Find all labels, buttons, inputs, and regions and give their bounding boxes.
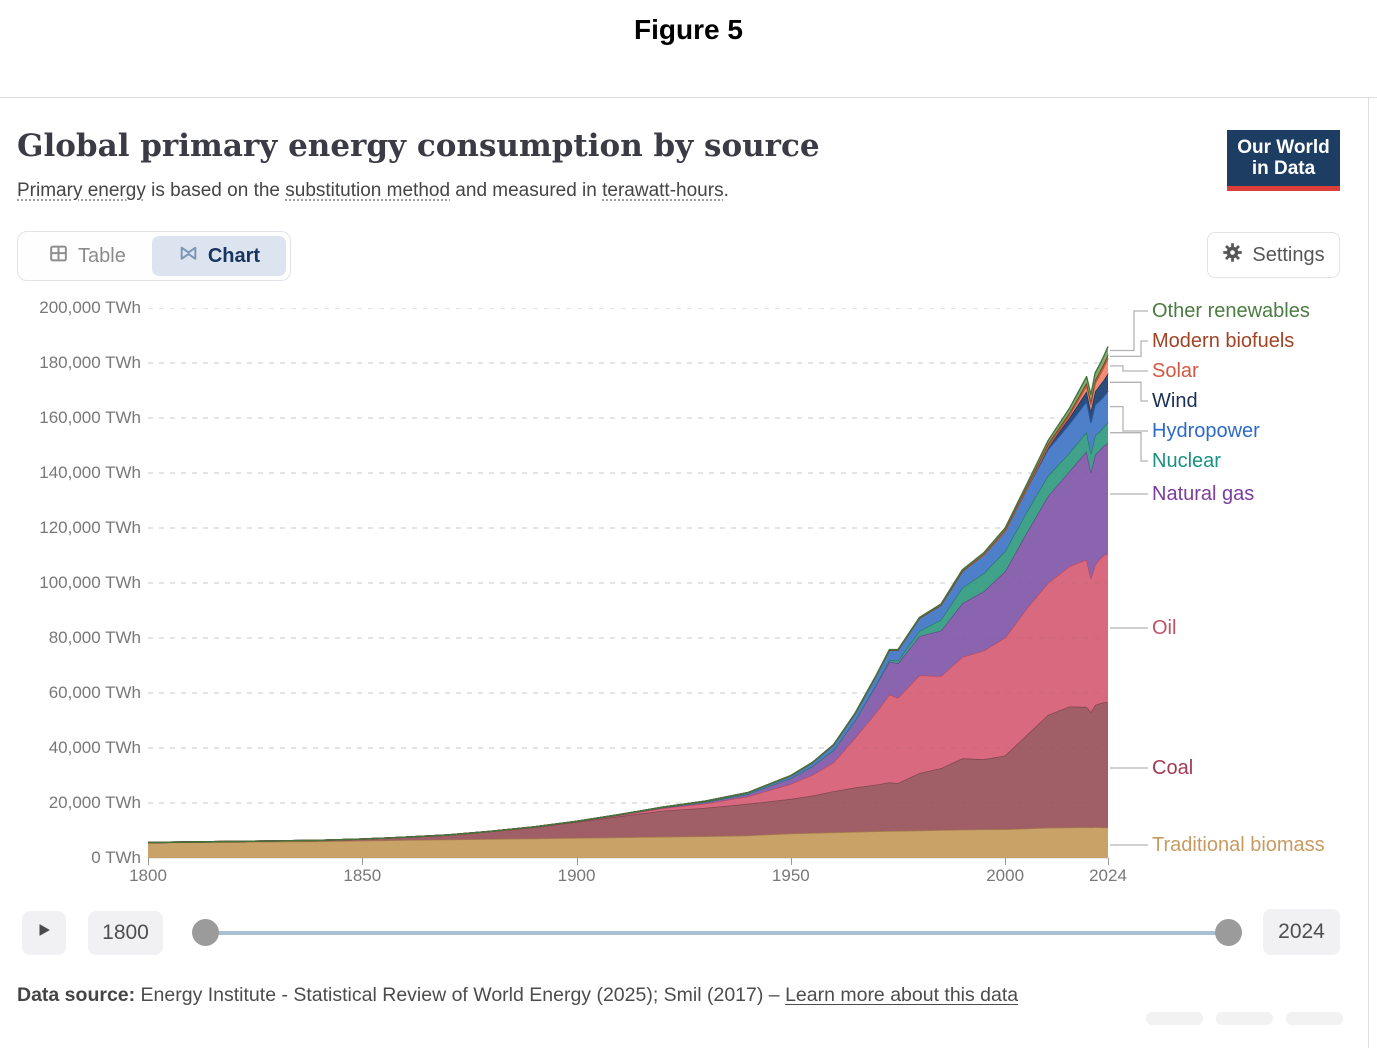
settings-button[interactable]: Settings <box>1207 232 1340 278</box>
x-tick-mark <box>1005 858 1007 865</box>
learn-more-link[interactable]: Learn more about this data <box>785 984 1019 1006</box>
owid-logo-accent <box>1227 186 1340 191</box>
subtitle-text: is based on the <box>145 180 286 201</box>
area-edge <box>148 346 1109 844</box>
legend-connector <box>1110 432 1148 462</box>
table-icon <box>48 243 69 270</box>
legend-item-coal[interactable]: Coal <box>1152 757 1194 779</box>
x-tick-mark <box>790 858 792 865</box>
play-button[interactable] <box>22 911 66 955</box>
chart-icon <box>178 243 199 270</box>
gear-icon <box>1222 242 1243 269</box>
y-tick-label: 140,000 TWh <box>39 463 141 482</box>
legend-connector <box>1110 340 1148 358</box>
x-tick-mark <box>148 858 149 865</box>
y-tick-label: 80,000 TWh <box>48 628 141 647</box>
data-source-label: Data source: <box>17 984 136 1006</box>
view-toggle: Table Chart <box>17 231 292 281</box>
legend-connector <box>1110 405 1148 432</box>
area-oil[interactable] <box>148 553 1108 843</box>
owid-logo-box: Our World in Data <box>1227 130 1340 186</box>
play-icon <box>35 921 53 945</box>
y-tick-label: 120,000 TWh <box>39 518 141 537</box>
subtitle-term[interactable]: terawatt-hours <box>602 180 724 201</box>
x-tick-label: 1950 <box>771 866 810 885</box>
legend-connector <box>1110 381 1148 402</box>
figure-label: Figure 5 <box>634 14 743 45</box>
y-tick-label: 200,000 TWh <box>39 298 141 317</box>
legend-item-hydropower[interactable]: Hydropower <box>1152 420 1260 442</box>
owid-logo[interactable]: Our World in Data <box>1227 130 1340 191</box>
timeline-handle-start[interactable] <box>192 919 219 946</box>
y-tick-label: 60,000 TWh <box>48 683 141 702</box>
legend-connectors <box>1110 310 1148 846</box>
x-tick-mark <box>1108 858 1109 865</box>
owid-logo-line2: in Data <box>1251 158 1316 179</box>
x-tick-mark <box>576 858 578 865</box>
stacked-area-chart[interactable] <box>148 308 1109 860</box>
legend-item-solar[interactable]: Solar <box>1152 360 1199 382</box>
data-source: Data source: Energy Institute - Statisti… <box>17 984 1018 1007</box>
y-tick-label: 160,000 TWh <box>39 408 141 427</box>
tab-table-label: Table <box>78 244 126 267</box>
chart-subtitle: Primary energy is based on the substitut… <box>17 180 729 202</box>
settings-label: Settings <box>1252 243 1325 266</box>
legend-item-traditional-biomass[interactable]: Traditional biomass <box>1152 834 1325 856</box>
area-traditional-biomass[interactable] <box>148 827 1108 858</box>
start-year-button[interactable]: 1800 <box>88 911 163 955</box>
y-tick-label: 40,000 TWh <box>48 738 141 757</box>
x-tick-label: 1800 <box>129 866 167 885</box>
tab-table[interactable]: Table <box>22 236 152 276</box>
y-tick-label: 20,000 TWh <box>48 793 141 812</box>
y-tick-label: 180,000 TWh <box>39 353 141 372</box>
legend-item-other-renewables[interactable]: Other renewables <box>1152 300 1310 322</box>
data-source-separator: – <box>768 984 780 1006</box>
tab-chart-label: Chart <box>207 244 261 267</box>
card-top-border <box>0 97 1377 98</box>
card-right-border <box>1368 97 1369 1048</box>
area-coal[interactable] <box>148 702 1108 843</box>
y-tick-label: 0 TWh <box>91 848 141 867</box>
timeline-slider-track[interactable] <box>205 931 1228 935</box>
legend-item-modern-biofuels[interactable]: Modern biofuels <box>1152 330 1295 352</box>
action-button-stub[interactable] <box>1216 1012 1273 1025</box>
subtitle-text: . <box>723 180 729 201</box>
subtitle-term[interactable]: Primary energy <box>17 180 146 201</box>
subtitle-text: and measured in <box>450 180 603 201</box>
action-button-stub[interactable] <box>1146 1012 1203 1025</box>
action-button-stub[interactable] <box>1286 1012 1343 1025</box>
timeline-handle-end[interactable] <box>1215 919 1242 946</box>
legend-item-oil[interactable]: Oil <box>1152 617 1177 639</box>
legend-connector <box>1110 365 1148 372</box>
x-tick-label: 2000 <box>986 866 1025 885</box>
area-natural-gas[interactable] <box>148 443 1108 843</box>
legend-item-natural-gas[interactable]: Natural gas <box>1152 483 1255 505</box>
chart-title: Global primary energy consumption by sou… <box>17 128 820 164</box>
legend-connector <box>1110 310 1148 352</box>
legend-item-nuclear[interactable]: Nuclear <box>1152 450 1221 472</box>
data-source-text: Energy Institute - Statistical Review of… <box>140 984 764 1006</box>
x-tick-label: 2024 <box>1089 866 1127 885</box>
subtitle-term[interactable]: substitution method <box>285 180 451 201</box>
x-tick-mark <box>362 858 364 865</box>
end-year-button[interactable]: 2024 <box>1263 909 1340 955</box>
x-tick-label: 1900 <box>557 866 596 885</box>
x-tick-label: 1850 <box>343 866 382 885</box>
legend-item-wind[interactable]: Wind <box>1152 390 1198 412</box>
y-tick-label: 100,000 TWh <box>39 573 141 592</box>
owid-logo-line1: Our World <box>1237 137 1330 158</box>
tab-chart[interactable]: Chart <box>151 236 287 276</box>
